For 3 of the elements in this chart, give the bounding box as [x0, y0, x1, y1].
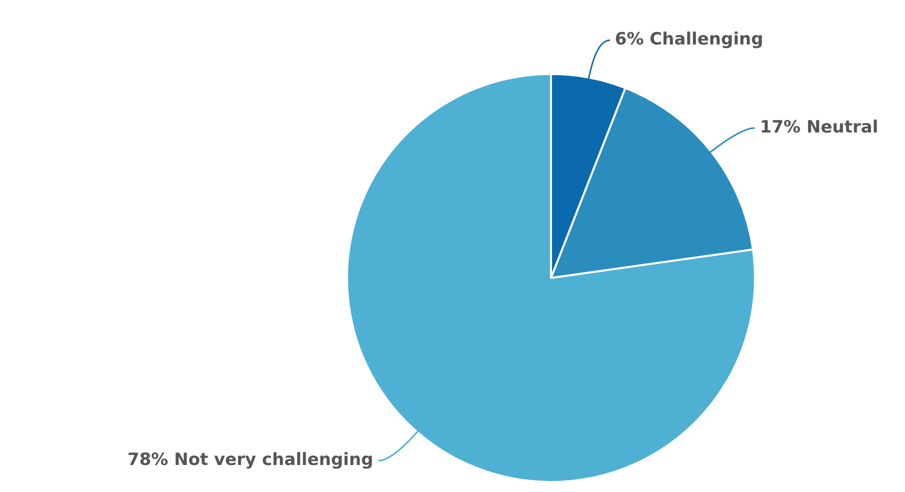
slice-label: 6% Challenging: [614, 30, 764, 50]
slice-label: 17% Neutral: [760, 117, 878, 138]
slice-label: 78% Not very challenging: [128, 450, 374, 470]
